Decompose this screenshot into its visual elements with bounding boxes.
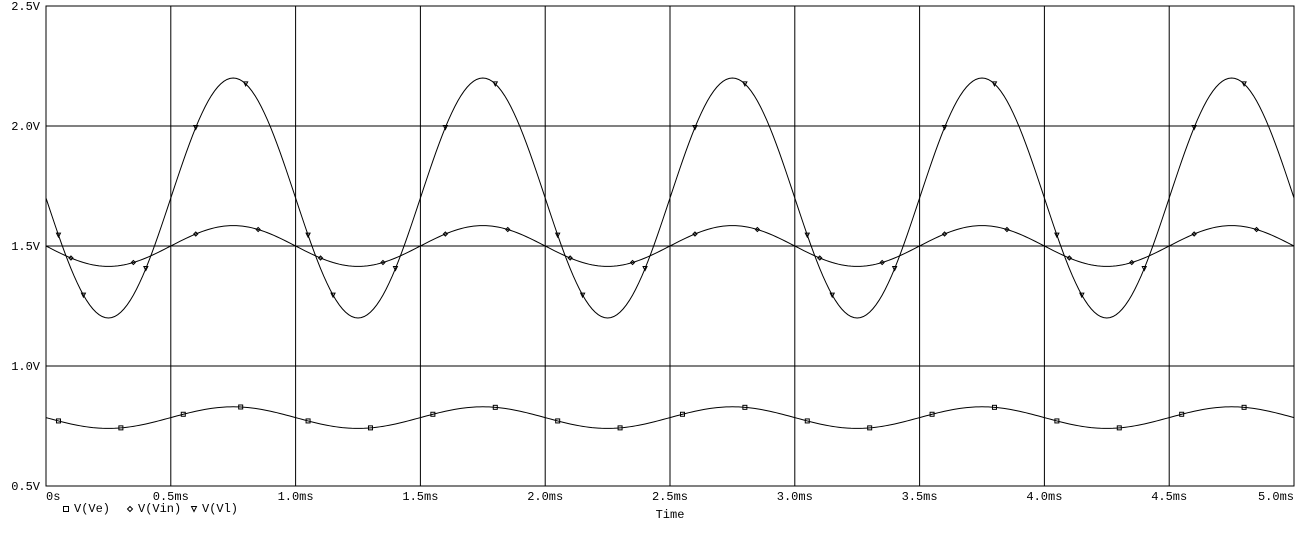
x-tick-label: 4.0ms xyxy=(1026,490,1062,504)
x-tick-label: 5.0ms xyxy=(1258,490,1294,504)
y-tick-label: 1.0V xyxy=(11,360,41,374)
spice-oscilloscope-chart: 0.5V1.0V1.5V2.0V2.5V 0s0.5ms1.0ms1.5ms2.… xyxy=(0,0,1300,536)
x-tick-label: 3.0ms xyxy=(777,490,813,504)
x-tick-label: 1.0ms xyxy=(278,490,314,504)
x-tick-label: 4.5ms xyxy=(1151,490,1187,504)
y-tick-label: 2.5V xyxy=(11,0,41,14)
y-tick-label: 2.0V xyxy=(11,120,41,134)
legend: V(Ve) V(Vin) V(Vl) xyxy=(64,502,239,516)
plot-background xyxy=(0,0,1300,536)
y-tick-label: 1.5V xyxy=(11,240,41,254)
x-axis-title: Time xyxy=(656,508,685,522)
x-tick-label: 1.5ms xyxy=(402,490,438,504)
x-tick-label: 2.0ms xyxy=(527,490,563,504)
x-tick-label: 2.5ms xyxy=(652,490,688,504)
legend-item: V(Ve) xyxy=(74,502,110,516)
x-tick-label: 0s xyxy=(46,490,60,504)
legend-item: V(Vl) xyxy=(202,502,238,516)
legend-item: V(Vin) xyxy=(138,502,181,516)
y-tick-label: 0.5V xyxy=(11,480,41,494)
x-tick-label: 3.5ms xyxy=(902,490,938,504)
